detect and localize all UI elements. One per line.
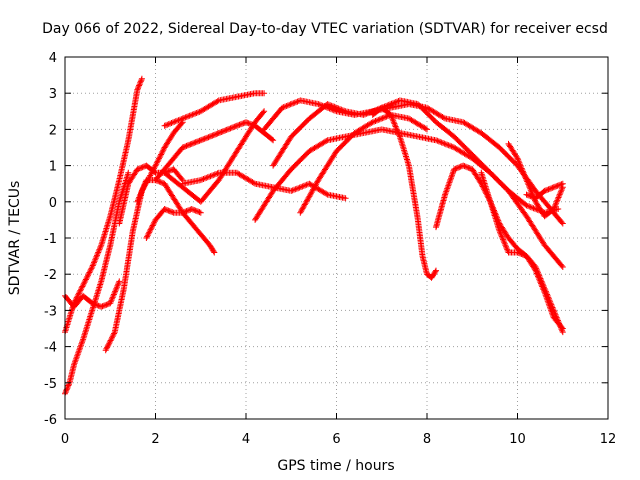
plus-markers [369, 104, 439, 281]
plus-markers [523, 180, 566, 202]
series-track-12 [252, 126, 562, 223]
plus-markers [161, 90, 268, 129]
series-track-1 [62, 75, 145, 336]
x-tick-label: 12 [600, 432, 617, 447]
y-tick-label: -4 [44, 341, 57, 356]
plus-markers [134, 177, 218, 256]
y-tick-label: 1 [49, 160, 57, 175]
series-track-10 [161, 90, 268, 129]
y-tick-label: -3 [44, 304, 57, 319]
data-marks [62, 75, 566, 397]
plus-markers [143, 206, 204, 241]
series-track-9 [161, 108, 268, 205]
y-tick-label: 2 [49, 123, 57, 138]
series-track-11 [179, 169, 349, 202]
plus-markers [62, 75, 145, 336]
x-axis-label: GPS time / hours [277, 458, 394, 474]
y-tick-label: -5 [44, 377, 57, 392]
y-tick-label: 3 [49, 87, 57, 102]
plus-markers [252, 126, 562, 223]
y-axis-label: SDTVAR / TECUs [7, 181, 23, 296]
series-track-19 [505, 140, 566, 220]
x-tick-label: 10 [509, 432, 526, 447]
series-track-16 [369, 104, 439, 281]
x-tick-label: 8 [423, 432, 431, 447]
series-track-7 [143, 206, 204, 241]
plus-markers [116, 162, 186, 227]
y-tick-label: 0 [49, 196, 57, 211]
series-track-2 [62, 278, 123, 310]
plus-markers [62, 278, 123, 310]
series-track-20 [523, 180, 566, 202]
plus-markers [179, 169, 349, 202]
series-track-18 [478, 169, 566, 336]
plus-markers [152, 119, 277, 184]
series-track-5 [134, 177, 218, 256]
series-track-6 [116, 162, 186, 227]
x-tick-label: 6 [332, 432, 340, 447]
plus-markers [505, 140, 566, 220]
x-tick-label: 2 [151, 432, 159, 447]
y-tick-label: -2 [44, 268, 57, 283]
chart-title: Day 066 of 2022, Sidereal Day-to-day VTE… [42, 21, 608, 37]
plus-markers [161, 108, 268, 205]
y-tick-label: 4 [49, 51, 57, 66]
y-tick-label: -1 [44, 232, 57, 247]
plus-markers [478, 169, 566, 336]
y-tick-label: -6 [44, 413, 57, 428]
series-track-8 [152, 119, 277, 184]
x-tick-label: 0 [61, 432, 69, 447]
x-tick-label: 4 [242, 432, 250, 447]
